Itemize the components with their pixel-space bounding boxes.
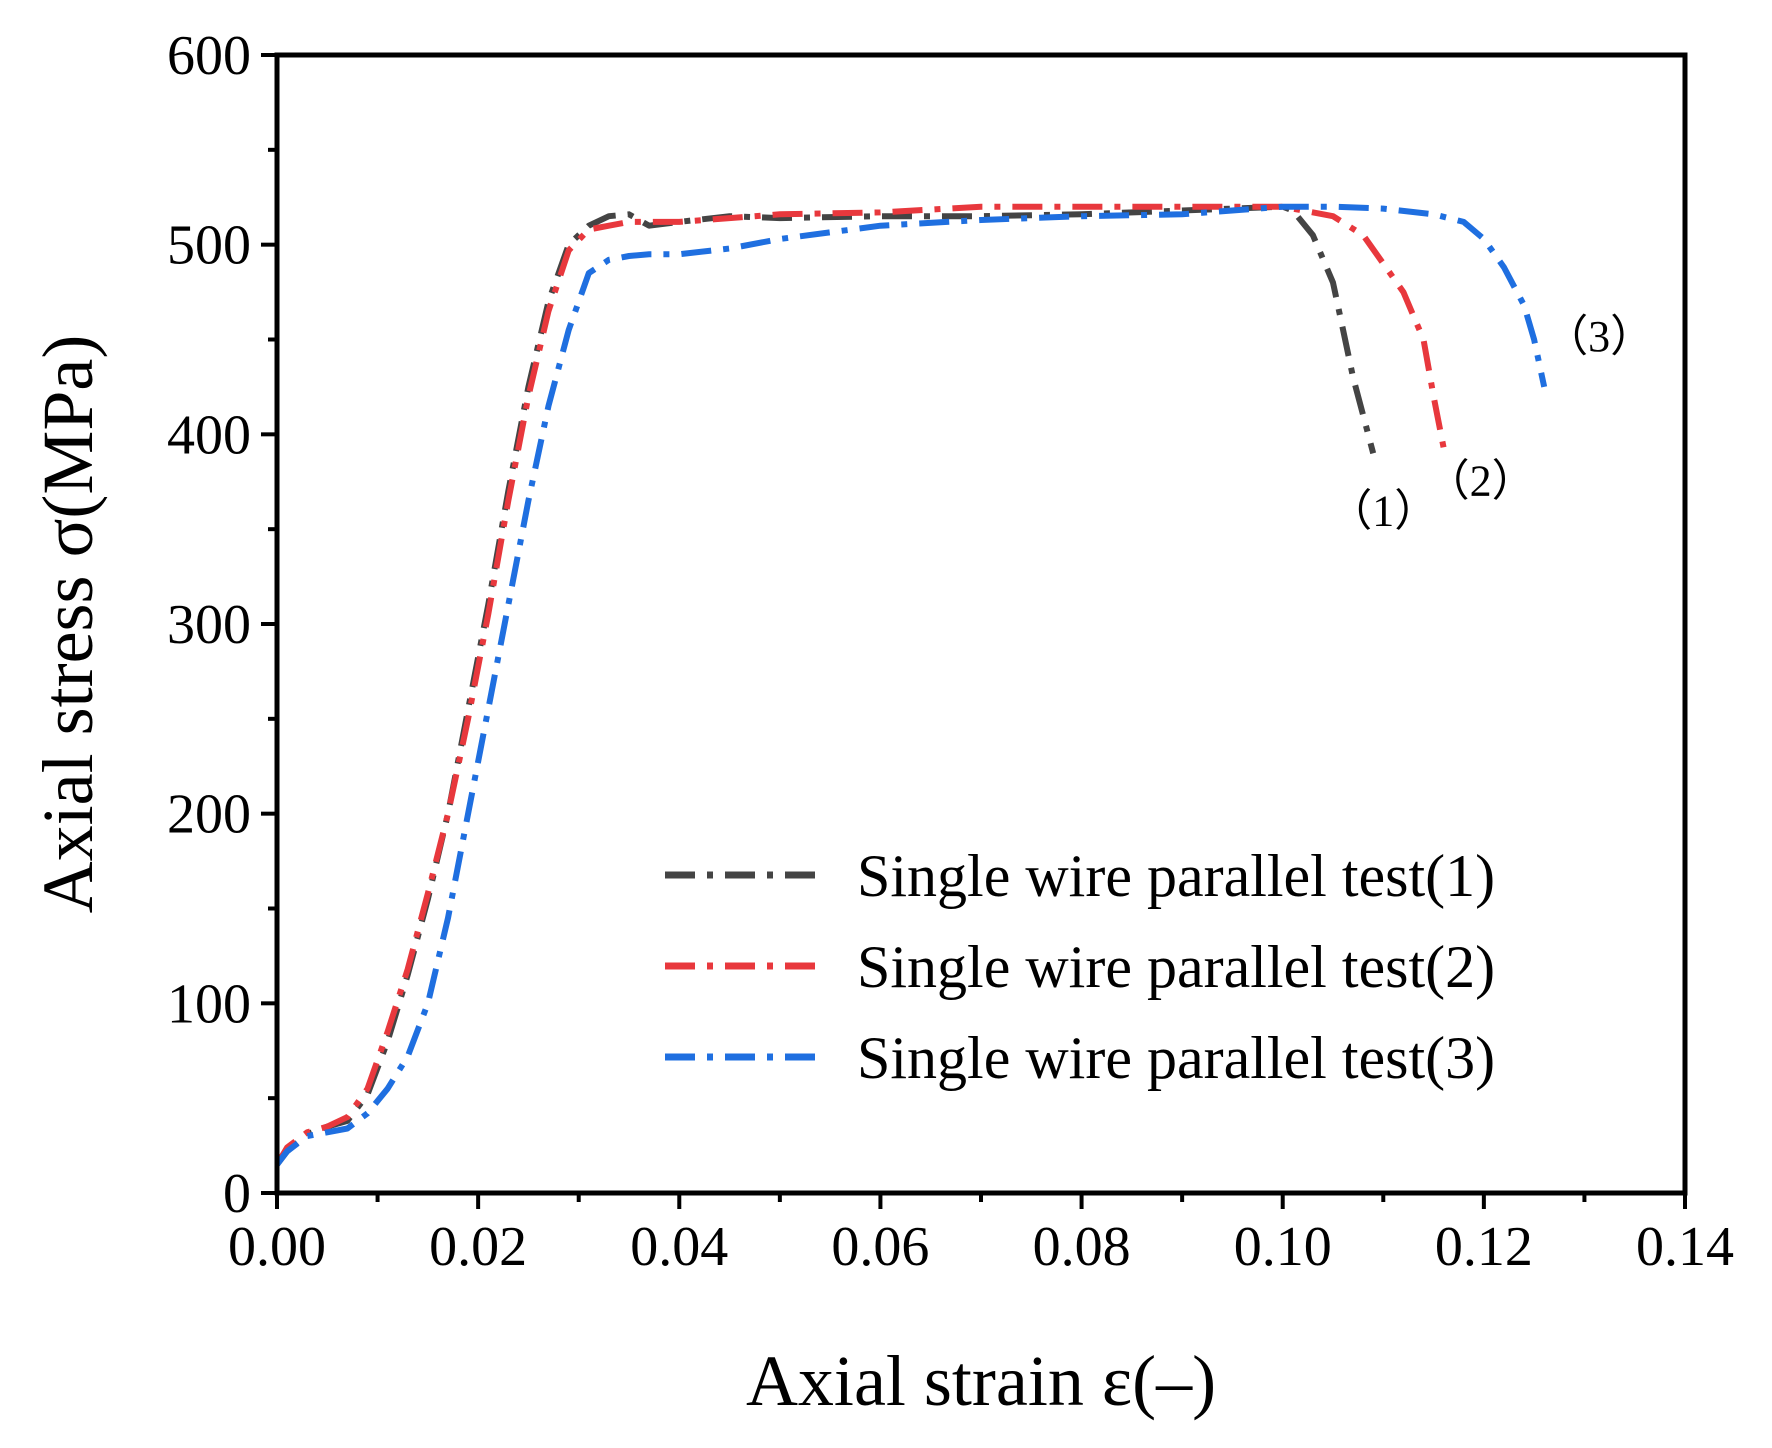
legend: Single wire parallel test(1) Single wire…	[665, 843, 1495, 1091]
x-tick-label: 0.04	[630, 1216, 728, 1278]
y-tick-label: 500	[167, 215, 251, 277]
y-axis-title: Axial stress σ(MPa)	[28, 335, 108, 914]
y-tick-label: 300	[167, 594, 251, 656]
y-tick-label: 400	[167, 404, 251, 466]
legend-label-3: Single wire parallel test(3)	[857, 1025, 1495, 1091]
x-axis-title: Axial strain ε(–)	[746, 1341, 1216, 1421]
x-tick-label: 0.08	[1033, 1216, 1131, 1278]
x-tick-label: 0.10	[1234, 1216, 1332, 1278]
y-tick-label: 600	[167, 25, 251, 87]
y-tick-labels: 0 100 200 300 400 500 600	[167, 25, 251, 1225]
legend-label-2: Single wire parallel test(2)	[857, 934, 1495, 1000]
annotation-test-3: （3）	[1544, 312, 1654, 361]
x-tick-label: 0.14	[1636, 1216, 1734, 1278]
legend-item-3: Single wire parallel test(3)	[665, 1025, 1495, 1091]
x-tick-label: 0.00	[228, 1216, 326, 1278]
annotation-test-1: （1）	[1328, 486, 1438, 535]
plot-frame	[274, 52, 1688, 1196]
series-line-3	[274, 203, 1548, 1167]
series-line-2	[274, 203, 1447, 1167]
x-tick-label: 0.12	[1435, 1216, 1533, 1278]
series-layer	[274, 203, 1548, 1167]
y-tick-label: 0	[223, 1163, 251, 1225]
annotation-test-2: （2）	[1426, 457, 1536, 506]
legend-item-1: Single wire parallel test(1)	[665, 843, 1495, 909]
x-tick-label: 0.02	[429, 1216, 527, 1278]
y-tick-label: 200	[167, 784, 251, 846]
legend-label-1: Single wire parallel test(1)	[857, 843, 1495, 909]
series-line-1	[274, 203, 1377, 1167]
y-tick-label: 100	[167, 973, 251, 1035]
curve-annotations: （1） （2） （3）	[1328, 312, 1654, 535]
x-tick-label: 0.06	[831, 1216, 929, 1278]
x-tick-labels: 0.00 0.02 0.04 0.06 0.08 0.10 0.12 0.14	[228, 1216, 1734, 1278]
legend-item-2: Single wire parallel test(2)	[665, 934, 1495, 1000]
